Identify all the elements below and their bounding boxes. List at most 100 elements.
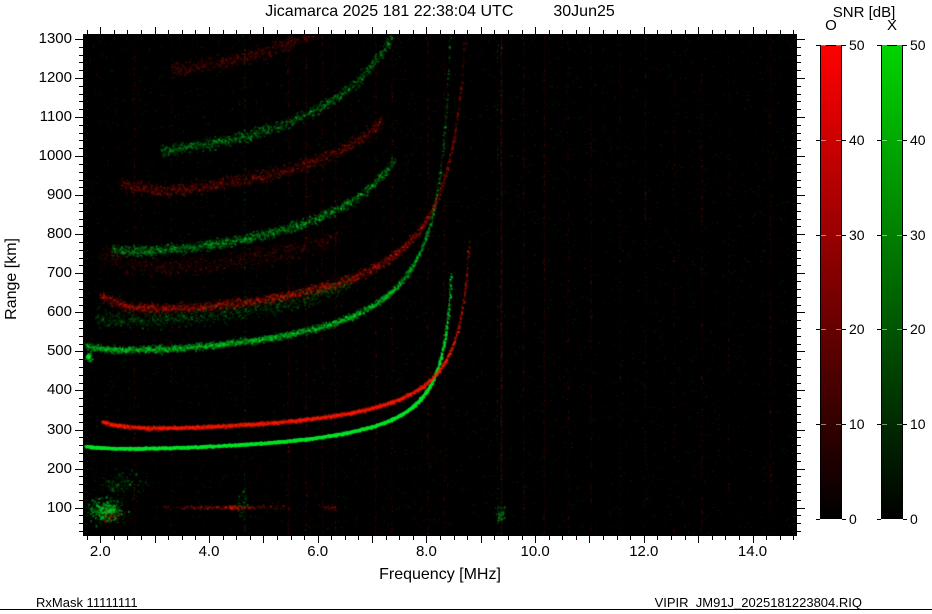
axis-tick: [413, 536, 414, 540]
axis-tick: [766, 30, 767, 34]
colorbar-inner-tick: [821, 424, 826, 425]
axis-tick: [603, 536, 604, 540]
axis-tick: [182, 30, 183, 34]
axis-tick: [75, 156, 83, 157]
axis-tick: [797, 445, 801, 446]
axis-tick: [797, 117, 805, 118]
axis-tick: [671, 536, 672, 540]
colorbar-inner-tick: [897, 424, 902, 425]
axis-tick: [753, 27, 754, 34]
axis-tick: [182, 536, 183, 540]
plot-title-text: Jicamarca 2025 181 22:38:04 UTC: [265, 3, 514, 20]
axis-tick: [250, 536, 251, 540]
axis-tick: [155, 27, 156, 34]
axis-tick: [79, 305, 83, 306]
colorbar-tick-label: 40: [849, 132, 865, 148]
y-tick-label: 1100: [39, 108, 72, 125]
axis-tick: [780, 30, 781, 34]
axis-tick: [797, 406, 801, 407]
axis-tick: [481, 27, 482, 34]
colorbar-inner-tick: [897, 329, 902, 330]
axis-tick: [685, 536, 686, 540]
axis-tick: [345, 536, 346, 540]
axis-tick: [797, 140, 801, 141]
axis-tick: [797, 390, 805, 391]
axis-tick: [79, 94, 83, 95]
axis-tick: [79, 211, 83, 212]
axis-tick: [797, 219, 801, 220]
axis-tick: [797, 39, 805, 40]
y-tick-label: 600: [46, 303, 72, 320]
x-axis-label: Frequency [MHz]: [379, 566, 501, 583]
colorbar-tick-label: 40: [910, 132, 926, 148]
axis-tick: [712, 30, 713, 34]
axis-tick: [127, 30, 128, 34]
axis-tick: [79, 492, 83, 493]
axis-tick: [797, 359, 801, 360]
axis-tick: [75, 390, 83, 391]
axis-tick: [842, 519, 846, 520]
colorbar-inner-tick: [897, 519, 902, 520]
axis-tick: [576, 536, 577, 540]
axis-tick: [797, 164, 801, 165]
axis-tick: [79, 328, 83, 329]
axis-tick: [797, 211, 801, 212]
axis-tick: [79, 250, 83, 251]
y-tick-label: 700: [46, 264, 72, 281]
colorbar-inner-tick: [836, 45, 841, 46]
axis-tick: [903, 519, 907, 520]
colorbar-tick-label: 20: [849, 321, 865, 337]
colorbar-inner-tick: [836, 140, 841, 141]
colorbar-inner-tick: [882, 235, 887, 236]
x-tick-label: 10.0: [520, 543, 550, 560]
colorbar-inner-tick: [821, 329, 826, 330]
axis-tick: [797, 375, 801, 376]
axis-tick: [797, 172, 801, 173]
axis-tick: [797, 125, 801, 126]
axis-tick: [79, 70, 83, 71]
axis-tick: [739, 536, 740, 540]
axis-tick: [75, 273, 83, 274]
axis-tick: [797, 187, 801, 188]
axis-tick: [79, 140, 83, 141]
axis-tick: [797, 226, 801, 227]
axis-tick: [797, 484, 801, 485]
axis-tick: [797, 250, 801, 251]
axis-tick: [797, 258, 801, 259]
axis-tick: [816, 424, 820, 425]
axis-tick: [79, 86, 83, 87]
axis-tick: [797, 86, 801, 87]
colorbar-inner-tick: [882, 140, 887, 141]
colorbar-inner-tick: [821, 140, 826, 141]
axis-tick: [291, 30, 292, 34]
axis-tick: [617, 30, 618, 34]
axis-tick: [522, 536, 523, 540]
axis-tick: [877, 519, 881, 520]
axis-tick: [780, 536, 781, 540]
axis-tick: [358, 30, 359, 34]
axis-tick: [535, 27, 536, 34]
axis-tick: [797, 281, 801, 282]
colorbar-inner-tick: [836, 424, 841, 425]
axis-tick: [630, 536, 631, 540]
axis-tick: [79, 515, 83, 516]
axis-tick: [793, 536, 794, 540]
axis-tick: [79, 203, 83, 204]
axis-tick: [79, 336, 83, 337]
axis-tick: [797, 508, 805, 509]
axis-tick: [797, 101, 801, 102]
axis-tick: [877, 45, 881, 46]
axis-tick: [79, 531, 83, 532]
axis-tick: [79, 133, 83, 134]
axis-tick: [79, 109, 83, 110]
axis-tick: [75, 351, 83, 352]
axis-tick: [816, 45, 820, 46]
axis-tick: [386, 30, 387, 34]
axis-tick: [842, 329, 846, 330]
y-tick-label: 800: [46, 225, 72, 242]
plot-title-date: 30Jun25: [553, 3, 615, 20]
axis-tick: [842, 235, 846, 236]
axis-tick: [657, 536, 658, 540]
axis-tick: [79, 289, 83, 290]
colorbar-inner-tick: [882, 424, 887, 425]
